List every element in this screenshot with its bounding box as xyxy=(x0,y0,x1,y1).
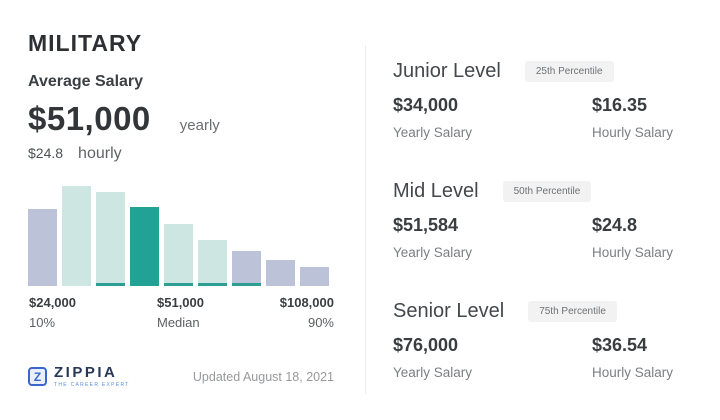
mid-yearly-block: $51,584 Yearly Salary xyxy=(393,215,592,260)
zippia-logo-icon: Z xyxy=(28,367,47,386)
junior-hourly-block: $16.35 Hourly Salary xyxy=(592,95,700,140)
yearly-salary-row: $51,000 yearly xyxy=(28,100,334,138)
senior-level-header: Senior Level 75th Percentile xyxy=(393,300,700,323)
senior-hourly-label: Hourly Salary xyxy=(592,365,674,380)
histogram-bar xyxy=(198,240,227,286)
senior-yearly-label: Yearly Salary xyxy=(393,365,473,380)
histogram-bar xyxy=(28,209,57,286)
mid-level-title: Mid Level xyxy=(393,180,479,202)
hourly-salary-value: $24.8 xyxy=(28,145,64,161)
zippia-logo-name: ZIPPIA xyxy=(54,364,118,381)
mid-yearly-value: $51,584 xyxy=(393,215,459,235)
median-label: Median xyxy=(157,315,200,330)
junior-yearly-block: $34,000 Yearly Salary xyxy=(393,95,592,140)
histogram-bar xyxy=(266,260,295,286)
junior-hourly-value: $16.35 xyxy=(592,95,648,115)
histogram-bar xyxy=(62,186,91,286)
footer: Z ZIPPIA THE CAREER EXPERT Updated Augus… xyxy=(28,365,334,388)
senior-level-values: $76,000 Yearly Salary $36.54 Hourly Sala… xyxy=(393,335,700,380)
mid-hourly-block: $24.8 Hourly Salary xyxy=(592,215,700,260)
histogram-bar xyxy=(232,251,261,286)
junior-yearly-label: Yearly Salary xyxy=(393,125,473,140)
hourly-salary-row: $24.8 hourly xyxy=(28,145,334,163)
salary-infographic: MILITARY Average Salary $51,000 yearly $… xyxy=(28,0,674,394)
junior-level-section: Junior Level 25th Percentile $34,000 Yea… xyxy=(393,60,700,140)
updated-date: Updated August 18, 2021 xyxy=(192,369,334,384)
histogram-bar-base-strip xyxy=(164,283,193,286)
percentile-10-value: $24,000 xyxy=(29,295,76,310)
vertical-divider xyxy=(365,45,366,394)
histogram-bar-base-strip xyxy=(96,283,125,286)
junior-hourly-label: Hourly Salary xyxy=(592,125,674,140)
mid-level-section: Mid Level 50th Percentile $51,584 Yearly… xyxy=(393,180,700,260)
percentile-10-marker: $24,000 10% xyxy=(29,295,76,330)
percentile-badge: 25th Percentile xyxy=(524,61,614,82)
mid-hourly-value: $24.8 xyxy=(592,215,638,235)
zippia-logo-text: ZIPPIA THE CAREER EXPERT xyxy=(54,365,130,388)
histogram-bar xyxy=(300,267,329,286)
average-salary-label: Average Salary xyxy=(28,73,144,90)
percentile-90-value: $108,000 xyxy=(279,295,334,310)
senior-hourly-block: $36.54 Hourly Salary xyxy=(592,335,700,380)
mid-level-header: Mid Level 50th Percentile xyxy=(393,180,700,203)
hourly-unit-label: hourly xyxy=(78,145,122,162)
histogram-bar-base-strip xyxy=(198,283,227,286)
median-marker: $51,000 Median xyxy=(157,295,204,330)
histogram-bar xyxy=(164,224,193,286)
histogram-bar-base-strip xyxy=(232,283,261,286)
histogram-bar xyxy=(96,192,125,286)
percentile-badge: 75th Percentile xyxy=(528,301,617,322)
junior-yearly-value: $34,000 xyxy=(393,95,459,115)
mid-hourly-label: Hourly Salary xyxy=(592,245,674,260)
percentile-badge: 50th Percentile xyxy=(502,181,592,202)
histogram-axis-labels: $24,000 10% $51,000 Median $108,000 90% xyxy=(28,295,334,331)
yearly-unit-label: yearly xyxy=(179,117,220,134)
percentile-90-label: 90% xyxy=(307,315,334,330)
page-title: MILITARY xyxy=(28,30,143,56)
senior-yearly-value: $76,000 xyxy=(393,335,459,355)
salary-histogram xyxy=(28,186,334,286)
junior-level-header: Junior Level 25th Percentile xyxy=(393,60,700,83)
percentile-panel: Junior Level 25th Percentile $34,000 Yea… xyxy=(393,0,700,420)
senior-hourly-value: $36.54 xyxy=(592,335,648,355)
mid-level-values: $51,584 Yearly Salary $24.8 Hourly Salar… xyxy=(393,215,700,260)
senior-level-title: Senior Level xyxy=(393,300,505,322)
mid-yearly-label: Yearly Salary xyxy=(393,245,473,260)
senior-level-section: Senior Level 75th Percentile $76,000 Yea… xyxy=(393,300,700,380)
junior-level-title: Junior Level xyxy=(393,60,501,82)
percentile-10-label: 10% xyxy=(29,315,56,330)
percentile-90-marker: $108,000 90% xyxy=(280,295,334,330)
histogram-bar xyxy=(130,207,159,286)
zippia-logo[interactable]: Z ZIPPIA THE CAREER EXPERT xyxy=(28,365,130,388)
junior-level-values: $34,000 Yearly Salary $16.35 Hourly Sala… xyxy=(393,95,700,140)
yearly-salary-value: $51,000 xyxy=(28,100,151,137)
summary-panel: MILITARY Average Salary $51,000 yearly $… xyxy=(28,0,334,388)
median-value: $51,000 xyxy=(157,295,204,310)
zippia-logo-tagline: THE CAREER EXPERT xyxy=(54,382,130,388)
senior-yearly-block: $76,000 Yearly Salary xyxy=(393,335,592,380)
